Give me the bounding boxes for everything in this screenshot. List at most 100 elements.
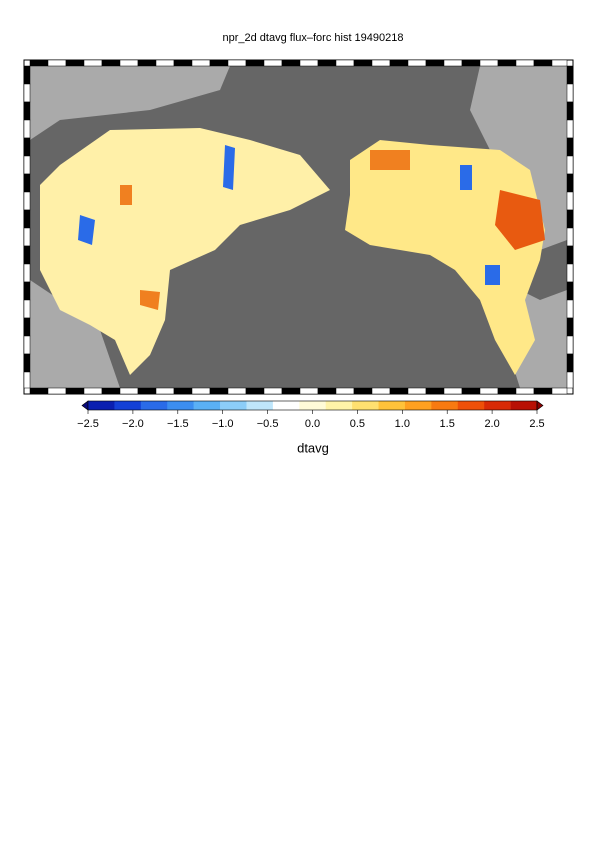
border-segment	[173, 387, 193, 395]
border-segment	[425, 59, 445, 67]
border-segment	[23, 83, 31, 103]
colorbar-label: dtavg	[297, 440, 329, 455]
border-segment	[371, 387, 391, 395]
colorbar-segment	[404, 401, 432, 410]
border-segment	[155, 59, 175, 67]
colorbar-segment	[352, 401, 379, 410]
border-segment	[407, 387, 427, 395]
border-segment	[23, 137, 31, 157]
colorbar-tick-label: 0.5	[350, 418, 365, 430]
border-segment	[23, 191, 31, 211]
colorbar-segment	[378, 401, 406, 410]
colorbar: −2.5 −2.0 −1.5 −1.0 −0.5 0.0 0.5 1.0 1.5 2.0 2.5	[77, 400, 545, 430]
border-segment	[566, 335, 574, 355]
border-segment	[566, 101, 574, 121]
border-segment	[119, 387, 139, 395]
border-segment	[299, 59, 319, 67]
map-title: npr_2d dtavg flux–forc hist 19490218	[222, 32, 403, 44]
border-segment	[47, 59, 67, 67]
border-segment	[227, 59, 247, 67]
colorbar-segment	[457, 401, 485, 410]
border-segment	[263, 387, 283, 395]
border-segment	[461, 387, 481, 395]
colorbar-tick-label: 1.0	[395, 418, 410, 430]
border-segment	[191, 387, 211, 395]
border-segment	[227, 387, 247, 395]
colorbar-segment	[220, 401, 247, 410]
border-segment	[515, 387, 535, 395]
colorbar-segment	[140, 401, 168, 410]
border-segment	[23, 209, 31, 229]
border-segment	[137, 387, 157, 395]
border-segment	[566, 263, 574, 283]
border-segment	[65, 387, 85, 395]
map-border	[23, 59, 574, 395]
colorbar-tick-label: −2.5	[77, 418, 99, 430]
border-segment	[173, 59, 193, 67]
colorbar-segment	[167, 401, 194, 410]
border-segment	[29, 59, 49, 67]
land	[470, 66, 567, 250]
border-segment	[566, 299, 574, 319]
border-segment	[23, 353, 31, 373]
border-segment	[566, 317, 574, 337]
land-data	[40, 128, 330, 375]
colorbar-segment	[246, 401, 274, 410]
border-segment	[137, 59, 157, 67]
border-segment	[566, 371, 574, 389]
border-segment	[479, 59, 499, 67]
border-segment	[566, 137, 574, 157]
border-segment	[47, 387, 67, 395]
border-segment	[389, 59, 409, 67]
colorbar-tick-label: 2.0	[484, 418, 499, 430]
border-segment	[83, 387, 103, 395]
colorbar-end	[536, 400, 544, 411]
border-segment	[461, 59, 481, 67]
border-segment	[23, 245, 31, 265]
border-segment	[497, 387, 517, 395]
border-segment	[29, 387, 49, 395]
land-data	[495, 190, 545, 250]
border-segment	[443, 387, 463, 395]
colorbar-tick-label: −1.5	[167, 418, 189, 430]
border-segment	[515, 59, 535, 67]
colorbar-segment	[299, 401, 327, 410]
colorbar-tick-label: 1.5	[440, 418, 455, 430]
colorbar-tick-label: −2.0	[122, 418, 144, 430]
border-segment	[317, 387, 337, 395]
border-segment	[281, 387, 301, 395]
border-segment	[389, 387, 409, 395]
border-segment	[23, 119, 31, 139]
border-segment	[23, 281, 31, 301]
border-segment	[407, 59, 427, 67]
border-segment	[566, 155, 574, 175]
border-segment	[353, 59, 373, 67]
border-segment	[101, 59, 121, 67]
border-segment	[566, 353, 574, 373]
border-segment	[101, 387, 121, 395]
colorbar-segment	[484, 401, 511, 410]
border-segment	[317, 59, 337, 67]
border-segment	[23, 263, 31, 283]
colorbar-segment	[510, 401, 538, 410]
colorbar-segment	[431, 401, 459, 410]
border-segment	[566, 65, 574, 85]
border-segment	[533, 387, 553, 395]
border-segment	[83, 59, 103, 67]
border-segment	[209, 387, 229, 395]
colorbar-end	[81, 400, 89, 411]
colorbar-tick-label: −0.5	[257, 418, 279, 430]
border-segment	[23, 101, 31, 121]
border-segment	[335, 387, 355, 395]
border-segment	[566, 245, 574, 265]
border-segment	[551, 59, 568, 67]
border-segment	[65, 59, 85, 67]
land	[30, 66, 230, 140]
border-segment	[119, 59, 139, 67]
border-segment	[425, 387, 445, 395]
border-segment	[566, 83, 574, 103]
border-segment	[335, 59, 355, 67]
border-segment	[566, 209, 574, 229]
border-segment	[23, 335, 31, 355]
